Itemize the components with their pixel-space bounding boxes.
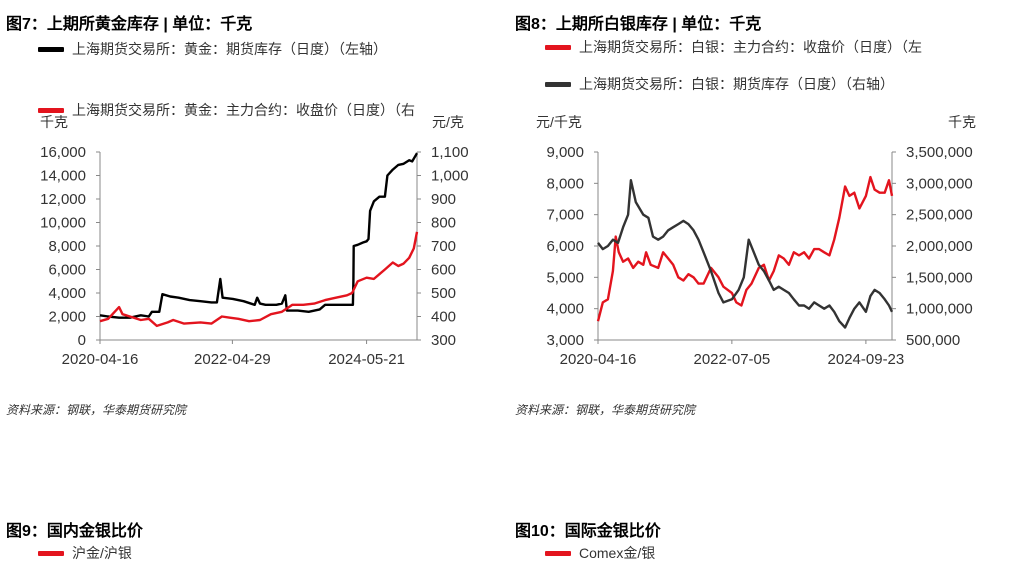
legend-swatch-red — [38, 550, 64, 556]
legend-label: 上海期货交易所：白银：期货库存（日度）（右轴） — [579, 76, 894, 92]
series-line-1 — [596, 175, 894, 322]
fig7-title: 图7：上期所黄金库存 | 单位：千克 — [6, 16, 253, 33]
y-right-tick-label: 2,000,000 — [906, 238, 973, 255]
legend-swatch-red — [545, 550, 571, 556]
y-left-tick-label: 14,000 — [40, 168, 86, 185]
y-right-tick-label: 1,000,000 — [906, 301, 973, 318]
y-right-tick-label: 1,500,000 — [906, 269, 973, 286]
fig8-legend-inventory: 上海期货交易所：白银：期货库存（日度）（右轴） — [545, 74, 894, 94]
y-right-tick-label: 3,500,000 — [906, 144, 973, 161]
y-right-tick-label: 700 — [431, 238, 456, 255]
y-left-tick-label: 4,000 — [48, 285, 86, 302]
y-left-tick-label: 6,000 — [546, 238, 584, 255]
series-line-2 — [99, 231, 419, 328]
legend-label: 上海期货交易所：黄金：主力合约：收盘价（日度）（右 — [72, 102, 415, 118]
x-tick-label: 2022-07-05 — [693, 351, 770, 368]
y-right-tick-label: 800 — [431, 215, 456, 232]
y-right-tick-label: 600 — [431, 262, 456, 279]
x-tick-label: 2020-04-16 — [560, 351, 637, 368]
legend-label: 上海期货交易所：白银：主力合约：收盘价（日度）（左 — [579, 39, 922, 55]
y-left-tick-label: 2,000 — [48, 309, 86, 326]
y-left-tick-label: 3,000 — [546, 332, 584, 349]
y-left-tick-label: 8,000 — [48, 238, 86, 255]
fig8-chart: 3,000 4,000 5,000 6,000 7,000 8,000 9,000 500,0… — [546, 144, 973, 368]
y-left-tick-label: 0 — [78, 332, 86, 349]
y-right-tick-label: 500 — [431, 285, 456, 302]
x-tick-label: 2022-04-29 — [194, 351, 271, 368]
y-right-tick-label: 3,000,000 — [906, 175, 973, 192]
x-tick-label: 2020-04-16 — [62, 351, 139, 368]
fig7-right-axis-unit: 元/克 — [432, 114, 464, 130]
y-right-tick-label: 1,100 — [431, 144, 469, 161]
fig8-right-axis-unit: 千克 — [948, 114, 976, 130]
legend-swatch-dark — [545, 81, 571, 87]
y-left-tick-label: 9,000 — [546, 144, 584, 161]
y-left-tick-label: 10,000 — [40, 215, 86, 232]
y-left-tick-label: 6,000 — [48, 262, 86, 279]
y-right-tick-label: 900 — [431, 191, 456, 208]
fig7-legend-price: 上海期货交易所：黄金：主力合约：收盘价（日度）（右 — [38, 100, 415, 120]
legend-swatch-red — [38, 107, 64, 113]
fig7-chart: 0 2,000 4,000 6,000 8,000 10,000 12,000 14,000 1… — [40, 144, 469, 368]
series-line-1 — [99, 152, 419, 319]
y-right-tick-label: 1,000 — [431, 168, 469, 185]
legend-swatch-red — [545, 44, 571, 50]
y-left-tick-label: 4,000 — [546, 301, 584, 318]
y-left-tick-label: 5,000 — [546, 269, 584, 286]
y-right-tick-label: 500,000 — [906, 332, 960, 349]
legend-label: Comex金/银 — [579, 545, 656, 561]
series-line-2 — [597, 179, 894, 329]
x-tick-label: 2024-05-21 — [328, 351, 405, 368]
fig10-legend: Comex金/银 — [545, 543, 655, 563]
fig10-title: 图10：国际金银比价 — [515, 523, 661, 540]
y-right-tick-label: 400 — [431, 309, 456, 326]
fig8-legend-price: 上海期货交易所：白银：主力合约：收盘价（日度）（左 — [545, 37, 922, 57]
y-right-tick-label: 300 — [431, 332, 456, 349]
y-left-tick-label: 7,000 — [546, 207, 584, 224]
fig9-title: 图9：国内金银比价 — [6, 523, 143, 540]
y-right-tick-label: 2,500,000 — [906, 207, 973, 224]
legend-label: 沪金/沪银 — [72, 545, 132, 561]
fig7-legend-inventory: 上海期货交易所：黄金：期货库存（日度）（左轴） — [38, 39, 387, 59]
fig9-legend: 沪金/沪银 — [38, 543, 132, 563]
legend-swatch-black — [38, 46, 64, 52]
x-tick-label: 2024-09-23 — [828, 351, 905, 368]
y-left-tick-label: 8,000 — [546, 175, 584, 192]
fig8-title: 图8：上期所白银库存 | 单位：千克 — [515, 16, 762, 33]
y-left-tick-label: 12,000 — [40, 191, 86, 208]
legend-label: 上海期货交易所：黄金：期货库存（日度）（左轴） — [72, 41, 387, 57]
fig7-left-axis-unit: 千克 — [40, 114, 68, 130]
fig8-left-axis-unit: 元/千克 — [536, 114, 582, 130]
fig7-source: 资料来源：钢联，华泰期货研究院 — [6, 403, 187, 417]
y-left-tick-label: 16,000 — [40, 144, 86, 161]
fig8-source: 资料来源：钢联，华泰期货研究院 — [515, 403, 696, 417]
